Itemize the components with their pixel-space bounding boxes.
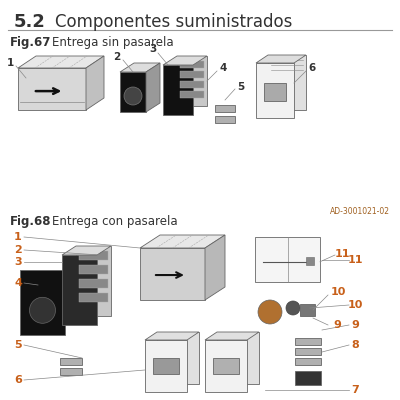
Bar bbox=[180, 81, 204, 88]
Text: 2: 2 bbox=[113, 52, 121, 62]
Text: Fig.67: Fig.67 bbox=[10, 36, 51, 49]
Polygon shape bbox=[146, 63, 160, 112]
Bar bbox=[255, 237, 320, 282]
Polygon shape bbox=[145, 340, 187, 392]
Text: 9: 9 bbox=[333, 320, 341, 330]
Bar bbox=[295, 348, 321, 355]
Circle shape bbox=[258, 300, 282, 324]
Text: 10: 10 bbox=[330, 287, 346, 297]
Circle shape bbox=[124, 87, 142, 105]
Text: Fig.68: Fig.68 bbox=[10, 215, 52, 228]
Bar bbox=[60, 368, 82, 375]
Bar bbox=[306, 257, 314, 265]
Polygon shape bbox=[256, 55, 306, 63]
Text: 4: 4 bbox=[219, 63, 227, 73]
Polygon shape bbox=[120, 63, 160, 72]
Polygon shape bbox=[120, 72, 146, 112]
Text: 6: 6 bbox=[14, 375, 22, 385]
Text: 5: 5 bbox=[237, 82, 245, 92]
Text: 7: 7 bbox=[351, 385, 359, 395]
Polygon shape bbox=[86, 56, 104, 110]
Bar bbox=[295, 338, 321, 345]
Text: 3: 3 bbox=[14, 257, 22, 267]
Bar bbox=[180, 61, 204, 68]
Bar bbox=[79, 251, 108, 260]
Polygon shape bbox=[62, 255, 97, 325]
Polygon shape bbox=[268, 55, 306, 110]
Bar bbox=[264, 83, 286, 101]
Text: AD-3001021-02: AD-3001021-02 bbox=[330, 207, 390, 216]
Text: 11: 11 bbox=[347, 255, 363, 265]
Polygon shape bbox=[205, 235, 225, 300]
Polygon shape bbox=[20, 270, 65, 335]
Polygon shape bbox=[217, 332, 259, 384]
Text: 5: 5 bbox=[14, 340, 22, 350]
Circle shape bbox=[286, 301, 300, 315]
Text: 6: 6 bbox=[308, 63, 316, 73]
Polygon shape bbox=[76, 246, 111, 316]
Circle shape bbox=[30, 297, 56, 323]
Bar bbox=[295, 358, 321, 365]
Polygon shape bbox=[18, 56, 104, 68]
Polygon shape bbox=[18, 68, 86, 110]
Polygon shape bbox=[163, 56, 207, 65]
Bar bbox=[180, 91, 204, 98]
Bar bbox=[60, 358, 82, 365]
Text: 4: 4 bbox=[14, 278, 22, 288]
Polygon shape bbox=[205, 332, 259, 340]
Polygon shape bbox=[145, 332, 199, 340]
Polygon shape bbox=[256, 63, 294, 118]
Text: 1: 1 bbox=[14, 232, 22, 242]
Bar bbox=[213, 358, 239, 374]
Bar bbox=[79, 293, 108, 302]
Text: 10: 10 bbox=[347, 300, 363, 310]
Polygon shape bbox=[177, 56, 207, 106]
Bar bbox=[215, 105, 235, 112]
Text: 1: 1 bbox=[6, 58, 14, 68]
Text: 3: 3 bbox=[149, 44, 157, 54]
Text: Entrega sin pasarela: Entrega sin pasarela bbox=[52, 36, 174, 49]
Polygon shape bbox=[163, 65, 193, 115]
Bar bbox=[295, 371, 321, 385]
Bar bbox=[180, 71, 204, 78]
Polygon shape bbox=[157, 332, 199, 384]
Text: 11: 11 bbox=[334, 249, 350, 259]
Bar bbox=[79, 279, 108, 288]
Text: 5.2: 5.2 bbox=[14, 13, 46, 31]
Bar bbox=[153, 358, 179, 374]
Polygon shape bbox=[62, 246, 111, 255]
Polygon shape bbox=[140, 248, 205, 300]
Text: 9: 9 bbox=[351, 320, 359, 330]
Polygon shape bbox=[205, 340, 247, 392]
Bar bbox=[300, 304, 315, 316]
Text: Componentes suministrados: Componentes suministrados bbox=[55, 13, 292, 31]
Bar bbox=[215, 116, 235, 123]
Text: 2: 2 bbox=[14, 245, 22, 255]
Text: Entrega con pasarela: Entrega con pasarela bbox=[52, 215, 178, 228]
Bar bbox=[79, 265, 108, 274]
Polygon shape bbox=[140, 235, 225, 248]
Text: 8: 8 bbox=[351, 340, 359, 350]
